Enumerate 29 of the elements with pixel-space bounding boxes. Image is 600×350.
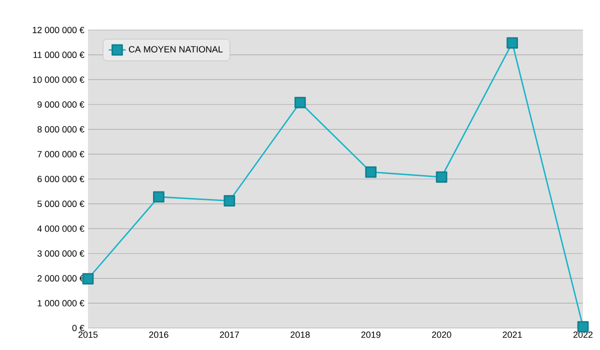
y-tick-label: 8 000 000 €: [38, 126, 84, 133]
x-tick-label: 2017: [220, 332, 239, 338]
point: [365, 166, 377, 178]
y-tick-label: 7 000 000 €: [38, 150, 84, 158]
legend-label: CA MOYEN NATIONAL: [128, 46, 223, 52]
x-tick-label: 2016: [149, 332, 168, 338]
y-tick-label: 0 €: [72, 324, 84, 332]
y-tick-label: 10 000 000 €: [32, 76, 84, 83]
y-tick-label: 6 000 000 €: [38, 176, 84, 182]
y-tick-label: 12 000 000 €: [32, 26, 84, 34]
point: [577, 321, 589, 332]
y-tick-label: 3 000 000 €: [37, 250, 84, 257]
x-tick-label: 2018: [290, 332, 310, 338]
x-tick-label: 2020: [432, 332, 452, 338]
y-tick-label: 4 000 000 €: [37, 225, 84, 232]
point: [506, 37, 518, 49]
point: [224, 195, 236, 207]
y-tick-label: 5 000 000 €: [37, 200, 84, 208]
y-tick-label: 11 000 000 €: [33, 52, 84, 58]
point: [294, 96, 306, 108]
y-tick-label: 9 000 000 €: [38, 101, 84, 108]
x-tick-label: 2015: [78, 332, 98, 338]
point: [153, 191, 164, 203]
y-tick-label: 1 000 000 €: [38, 300, 84, 306]
x-tick-label: 2019: [361, 332, 380, 338]
x-tick-label: 2022: [573, 332, 593, 338]
point: [436, 171, 448, 183]
point: [82, 273, 94, 285]
x-tick-label: 2021: [502, 332, 522, 338]
